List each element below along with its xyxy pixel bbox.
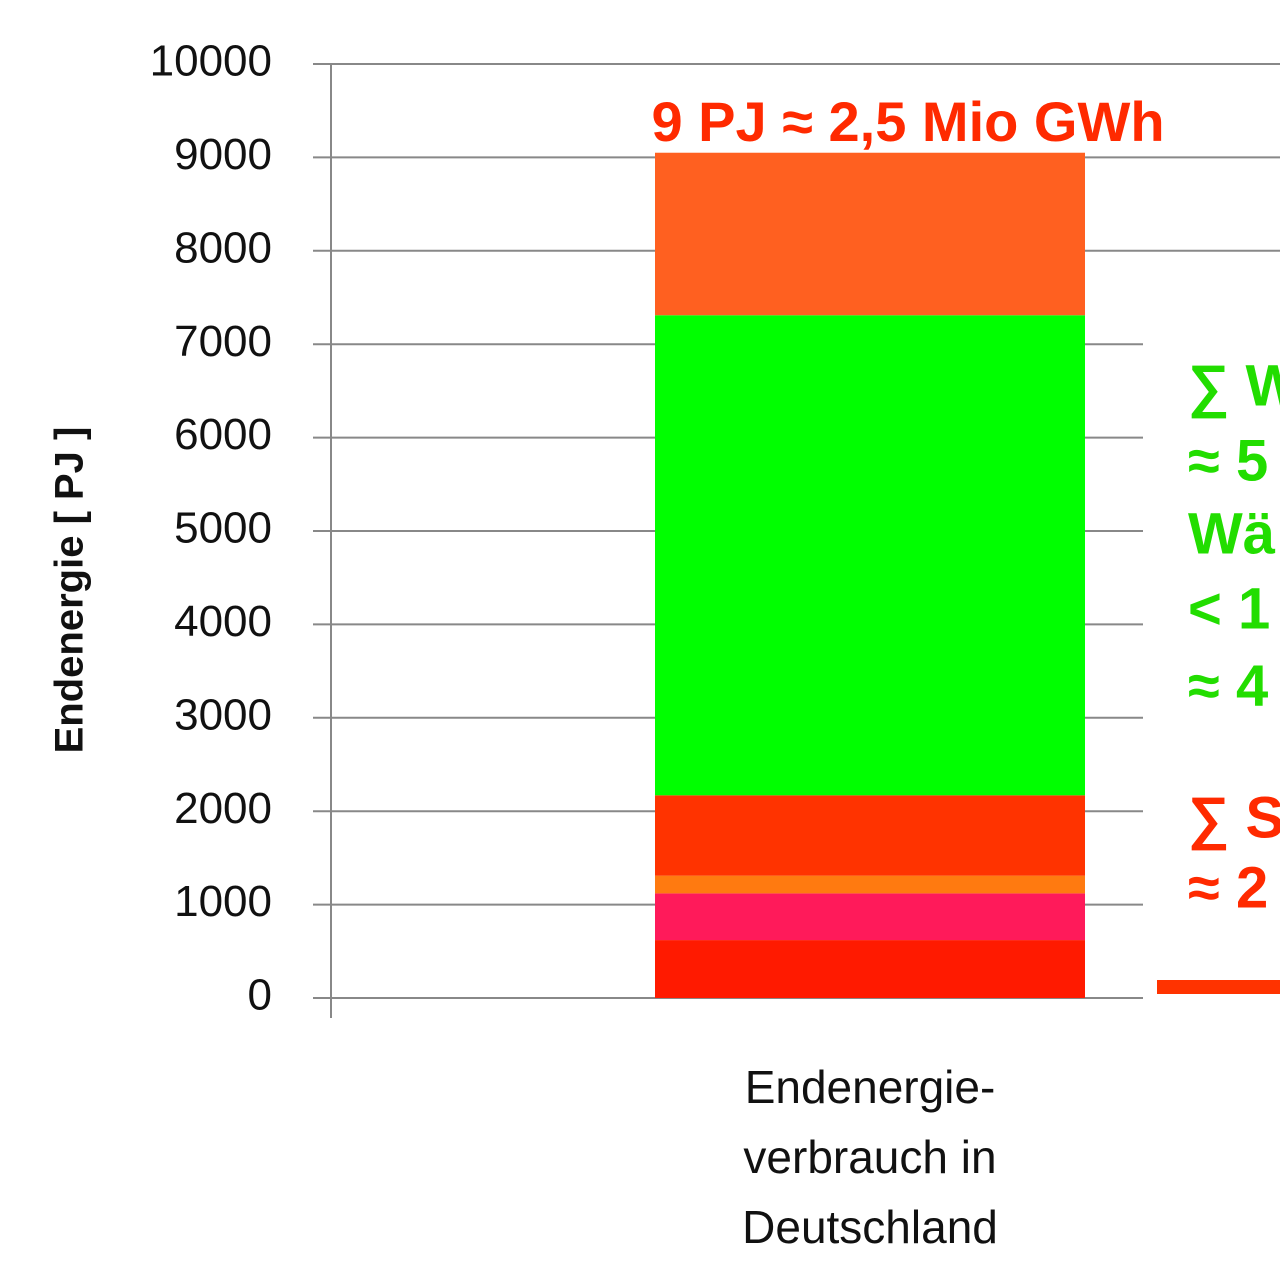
bar-segment [655,875,1085,894]
bar-segment [655,940,1085,998]
annotation-box [1143,320,1280,1000]
side-annotation: < 1 [1188,576,1270,641]
side-annotation: ∑ W [1188,353,1280,418]
y-tick-label: 7000 [174,317,272,366]
side-annotation: ≈ 2 [1188,855,1268,920]
side-annotation: ≈ 4 [1188,653,1268,718]
y-tick-label: 6000 [174,410,272,459]
side-annotation: ≈ 5 [1188,428,1268,493]
side-annotation: ∑ S [1188,785,1280,850]
y-tick-label: 5000 [174,504,272,553]
y-tick-label: 9000 [174,130,272,179]
y-tick-label: 2000 [174,784,272,833]
annotation: 9 PJ ≈ 2,5 Mio GWh [651,90,1164,153]
bar-segment [655,893,1085,941]
y-tick-label: 3000 [174,690,272,739]
x-tick-label: Endenergie-verbrauch in Deutschland [742,1061,998,1253]
y-tick-label: 8000 [174,223,272,272]
y-tick-label: 10000 [150,37,272,86]
y-tick-label: 0 [248,971,272,1020]
bar-segment [655,152,1085,316]
y-tick-label: 1000 [174,877,272,926]
bar-segment [655,795,1085,876]
y-tick-label: 4000 [174,597,272,646]
bar-segment [655,315,1085,796]
marks [655,152,1085,998]
y-axis-label: Endenergie [ PJ ] [48,427,92,754]
side-annotation: Wä [1188,501,1276,566]
